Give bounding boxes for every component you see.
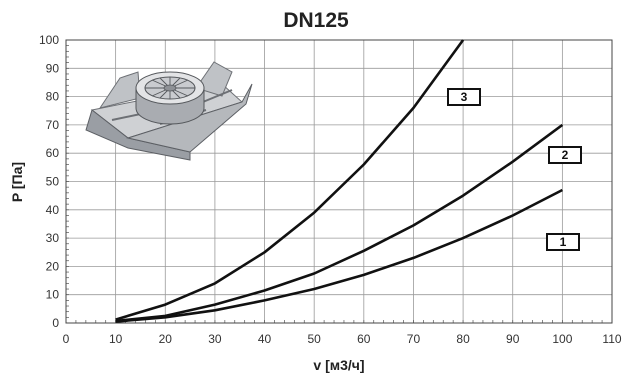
curve-label-2: 2 xyxy=(548,146,582,164)
curve-label-3: 3 xyxy=(447,88,481,106)
x-tick-label-1: 10 xyxy=(109,332,123,346)
y-tick-label-8: 80 xyxy=(46,90,60,104)
curve-labels: 1 2 3 xyxy=(447,88,582,251)
curve-label-text: 1 xyxy=(560,235,567,249)
product-illustration xyxy=(85,61,253,161)
chart-title: DN125 xyxy=(283,9,349,32)
x-tick-label-2: 20 xyxy=(159,332,173,346)
curve-2 xyxy=(115,123,564,323)
curve-label-text: 2 xyxy=(562,148,569,162)
curve-label-1: 1 xyxy=(546,233,580,251)
y-tick-label-3: 30 xyxy=(46,231,60,245)
x-axis-label: v [м3/ч] xyxy=(313,357,364,373)
y-tick-labels: 0 10 20 30 40 50 60 70 80 90 100 xyxy=(39,33,59,330)
curve-label-box xyxy=(546,233,580,251)
curve-3 xyxy=(115,39,465,321)
y-axis-label: P [Па] xyxy=(9,162,25,202)
grille-outlet-icon xyxy=(135,71,205,125)
curve-label-box xyxy=(548,146,582,164)
x-tick-label-7: 70 xyxy=(407,332,421,346)
x-tick-label-0: 0 xyxy=(63,332,70,346)
x-tick-label-9: 90 xyxy=(506,332,520,346)
y-tick-label-0: 0 xyxy=(52,316,59,330)
y-tick-label-6: 60 xyxy=(46,146,60,160)
x-tick-label-3: 30 xyxy=(208,332,222,346)
y-tick-label-2: 20 xyxy=(46,259,60,273)
y-tick-label-4: 40 xyxy=(46,203,60,217)
x-tick-label-8: 80 xyxy=(456,332,470,346)
curves xyxy=(115,39,564,323)
y-tick-label-7: 70 xyxy=(46,118,60,132)
x-tick-labels: 0 10 20 30 40 50 60 70 80 90 100 110 xyxy=(63,332,622,346)
plot-area-border xyxy=(65,39,613,324)
curve-label-text: 3 xyxy=(461,90,468,104)
y-tick-label-10: 100 xyxy=(39,33,59,47)
curve-label-box xyxy=(447,88,481,106)
y-tick-label-5: 50 xyxy=(46,175,60,189)
curve-1 xyxy=(115,188,563,323)
x-tick-label-10: 100 xyxy=(552,332,572,346)
x-tick-label-11: 110 xyxy=(602,332,621,346)
x-tick-label-4: 40 xyxy=(258,332,272,346)
y-tick-label-9: 90 xyxy=(46,61,60,75)
x-tick-label-6: 60 xyxy=(357,332,371,346)
y-tick-label-1: 10 xyxy=(46,288,60,302)
x-tick-label-5: 50 xyxy=(308,332,322,346)
